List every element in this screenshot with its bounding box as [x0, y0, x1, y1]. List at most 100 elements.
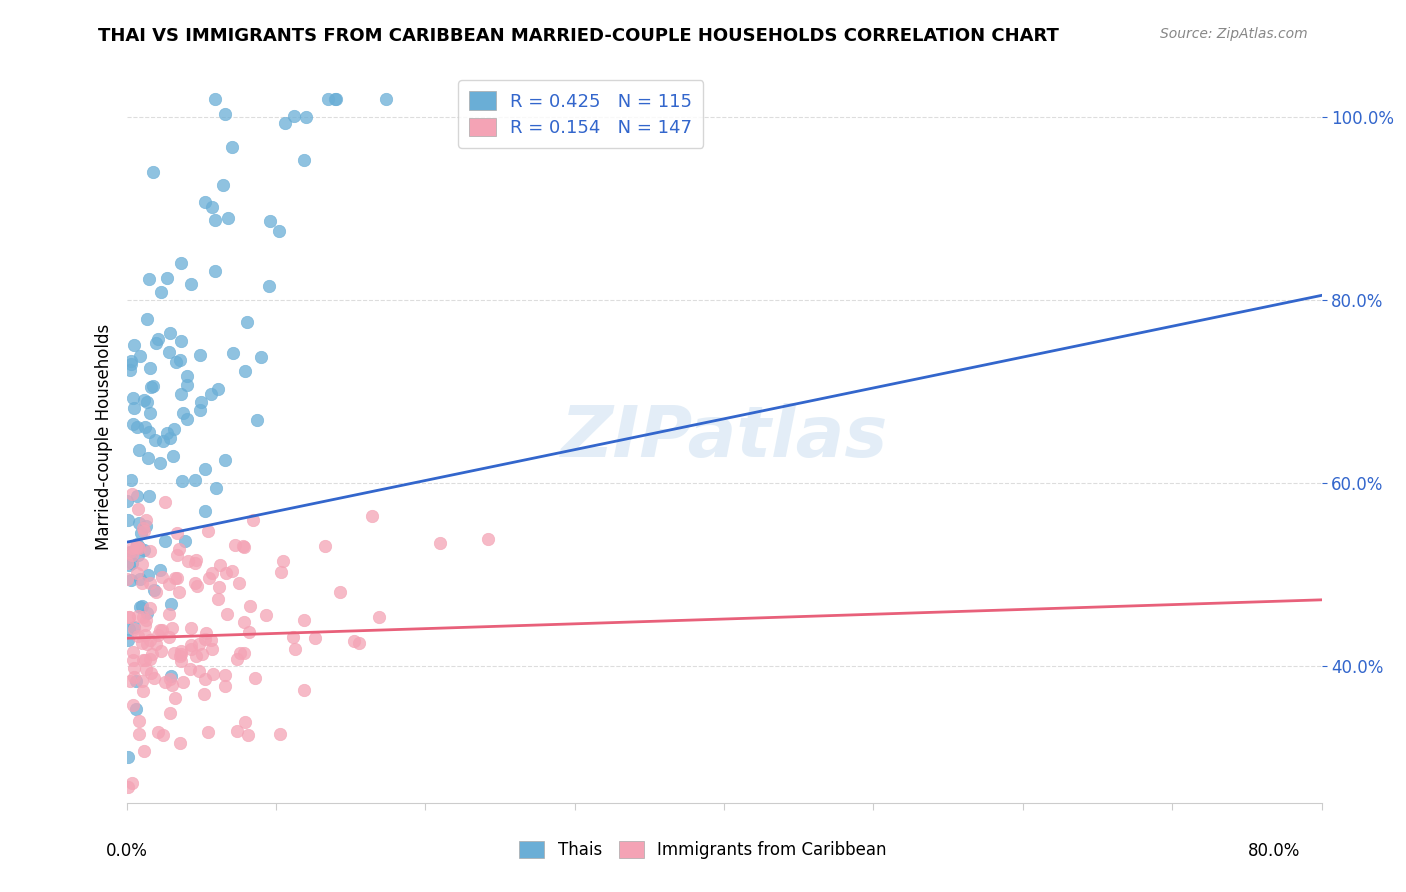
Point [176, 378, 198, 392]
Point [374, 92, 396, 106]
Point [173, 534, 195, 549]
Point [131, 684, 153, 698]
Point [232, 539, 254, 553]
Point [214, 679, 236, 693]
Point [139, 601, 162, 615]
Point [194, 632, 217, 646]
Point [127, 549, 149, 563]
Point [226, 651, 249, 665]
Point [139, 633, 162, 648]
Point [215, 566, 238, 580]
Point [207, 591, 229, 606]
Point [149, 643, 172, 657]
Point [129, 526, 152, 541]
Point [157, 577, 180, 591]
Point [169, 353, 191, 368]
Point [152, 434, 174, 448]
Point [122, 653, 145, 667]
Point [125, 420, 148, 434]
Point [150, 623, 173, 637]
Point [202, 667, 225, 681]
Point [134, 744, 156, 758]
Point [131, 674, 153, 689]
Point [146, 332, 169, 346]
Point [187, 664, 209, 678]
Point [134, 543, 156, 558]
Point [128, 442, 150, 457]
Point [115, 557, 138, 571]
Point [176, 412, 198, 426]
Point [165, 355, 187, 369]
Point [167, 541, 190, 556]
Point [270, 566, 292, 580]
Point [160, 669, 183, 683]
Point [304, 632, 326, 646]
Point [292, 153, 315, 167]
Point [367, 610, 389, 624]
Point [157, 607, 180, 621]
Point [125, 541, 148, 555]
Point [159, 706, 181, 721]
Point [221, 140, 243, 154]
Point [127, 629, 149, 643]
Point [217, 607, 239, 622]
Point [136, 450, 159, 465]
Point [127, 502, 149, 516]
Point [139, 576, 162, 591]
Point [271, 554, 294, 568]
Point [142, 582, 165, 597]
Point [118, 610, 141, 624]
Point [159, 431, 181, 445]
Point [135, 513, 157, 527]
Point [204, 213, 226, 227]
Point [118, 545, 141, 559]
Point [153, 675, 176, 690]
Point [150, 570, 173, 584]
Point [188, 637, 211, 651]
Point [194, 673, 217, 687]
Point [115, 494, 138, 508]
Point [233, 540, 256, 554]
Point [121, 417, 143, 431]
Point [141, 647, 163, 661]
Point [194, 462, 217, 476]
Point [170, 256, 193, 270]
Point [128, 572, 150, 586]
Point [136, 311, 159, 326]
Legend: R = 0.425   N = 115, R = 0.154   N = 147: R = 0.425 N = 115, R = 0.154 N = 147 [458, 80, 703, 148]
Point [135, 613, 157, 627]
Point [209, 558, 232, 572]
Point [131, 576, 153, 591]
Point [224, 538, 246, 552]
Point [149, 456, 172, 470]
Legend: Thais, Immigrants from Caribbean: Thais, Immigrants from Caribbean [513, 834, 893, 866]
Point [228, 575, 250, 590]
Point [235, 315, 257, 329]
Point [169, 649, 191, 664]
Point [217, 211, 239, 225]
Point [118, 673, 141, 688]
Text: Source: ZipAtlas.com: Source: ZipAtlas.com [1160, 27, 1308, 41]
Point [179, 641, 201, 656]
Point [128, 516, 150, 530]
Point [128, 540, 150, 554]
Point [204, 92, 226, 106]
Point [122, 670, 145, 684]
Point [142, 379, 165, 393]
Point [145, 336, 167, 351]
Point [165, 690, 187, 705]
Point [200, 387, 222, 401]
Point [323, 92, 346, 106]
Point [128, 727, 150, 741]
Point [232, 646, 254, 660]
Text: ZIPatlas: ZIPatlas [561, 402, 887, 472]
Point [201, 566, 224, 581]
Point [242, 513, 264, 527]
Point [180, 277, 202, 291]
Point [148, 725, 170, 739]
Point [121, 548, 143, 562]
Point [236, 728, 259, 742]
Point [212, 178, 235, 193]
Point [214, 668, 236, 682]
Point [136, 606, 159, 620]
